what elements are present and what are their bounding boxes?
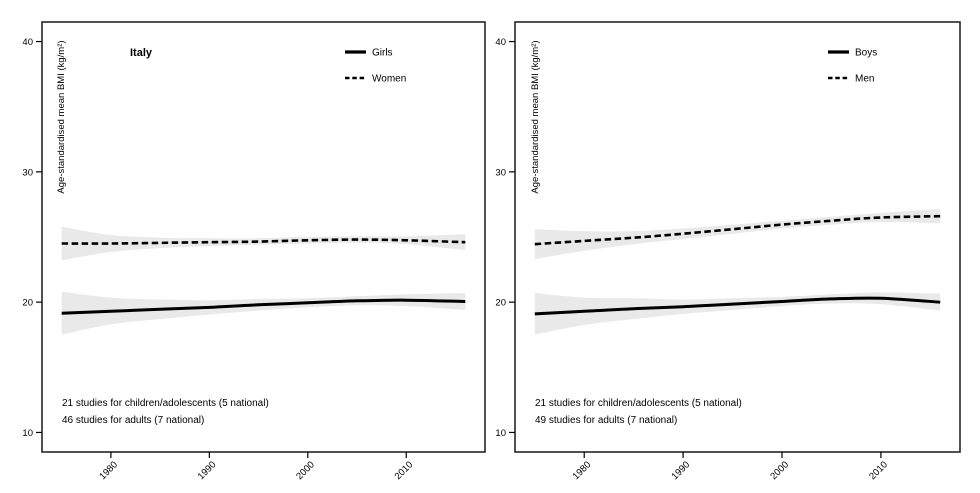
y-tick-label-30: 30 — [495, 167, 506, 178]
y-axis-label: Age-standardised mean BMI (kg/m²) — [56, 40, 67, 193]
women-ci-band — [61, 226, 466, 261]
children-studies-note: 21 studies for children/adolescents (5 n… — [62, 398, 269, 409]
legend-label-girls: Girls — [372, 48, 393, 59]
panel-girls-women: 10 20 30 40 1980 1990 2000 2010 Age-standardised… — [22, 21, 486, 482]
women-trend-line — [61, 238, 466, 245]
plot-border — [514, 21, 961, 453]
x-tick-label-2010: 2010 — [393, 459, 416, 482]
y-tick-label-20: 20 — [495, 298, 506, 309]
x-tick-label-1980: 1980 — [571, 459, 594, 482]
x-tick-label-2000: 2000 — [768, 459, 791, 482]
boys-trend-line — [534, 296, 941, 316]
x-tick-label-1990: 1990 — [196, 459, 219, 482]
y-tick-label-40: 40 — [22, 37, 33, 48]
legend-label-men: Men — [855, 74, 874, 85]
adults-studies-note: 49 studies for adults (7 national) — [535, 415, 677, 426]
men-trend-line — [534, 214, 941, 246]
boys-ci-band — [534, 292, 941, 335]
chart-canvas-boys-and-men: 10 20 30 40 1980 1990 2000 2010 Age-standardised… — [495, 21, 961, 482]
panel-boys-men: 10 20 30 40 1980 1990 2000 2010 Age-standardised… — [490, 0, 980, 493]
x-tick-label-1980: 1980 — [97, 459, 120, 482]
adults-studies-note: 46 studies for adults (7 national) — [62, 415, 204, 426]
x-tick-label-2010: 2010 — [867, 459, 890, 482]
plot-border — [41, 21, 486, 453]
panel-title: Italy — [130, 47, 153, 59]
legend-label-boys: Boys — [855, 48, 877, 59]
girls-trend-line — [61, 298, 466, 315]
x-tick-label-2000: 2000 — [294, 459, 317, 482]
y-tick-label-10: 10 — [495, 428, 506, 439]
chart-canvas-girls-and-women: 10 20 30 40 1980 1990 2000 2010 Age-standardised… — [22, 21, 486, 482]
children-studies-note: 21 studies for children/adolescents (5 n… — [535, 398, 742, 409]
girls-ci-band — [61, 291, 466, 335]
x-tick-label-1990: 1990 — [670, 459, 693, 482]
y-axis-label: Age-standardised mean BMI (kg/m²) — [530, 40, 541, 193]
y-tick-label-40: 40 — [495, 37, 506, 48]
men-ci-band — [534, 209, 941, 260]
y-tick-label-30: 30 — [22, 167, 33, 178]
y-tick-label-20: 20 — [22, 298, 33, 309]
legend-label-women: Women — [372, 74, 406, 85]
y-tick-label-10: 10 — [22, 428, 33, 439]
